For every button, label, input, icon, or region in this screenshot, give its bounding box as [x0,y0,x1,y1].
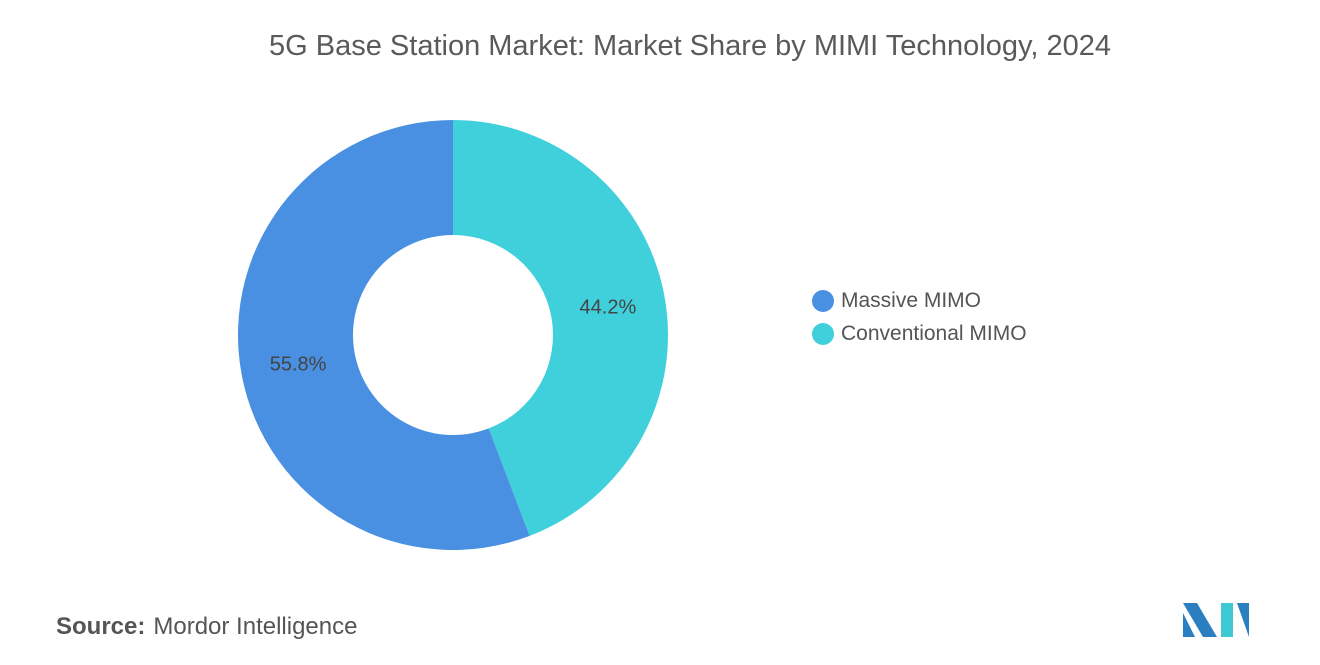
slice-conventional-mimo[interactable] [453,120,668,536]
chart-title: 5G Base Station Market: Market Share by … [269,30,1111,62]
legend-label: Conventional MIMO [841,321,1027,345]
data-label: 44.2% [580,296,637,318]
legend: Massive MIMO Conventional MIMO [812,284,1027,350]
source-label: Source: [56,613,146,640]
legend-label: Massive MIMO [841,288,982,312]
mordor-intelligence-logo [1183,603,1249,637]
data-label: 55.8% [270,354,327,376]
legend-swatch [812,322,834,345]
slice-massive-mimo[interactable] [238,120,530,550]
source-note: Source: Mordor Intelligence [56,613,357,641]
legend-swatch [812,289,834,312]
source-value: Mordor Intelligence [153,613,358,640]
legend-item-conventional-mimo[interactable]: Conventional MIMO [812,317,1027,350]
legend-item-massive-mimo[interactable]: Massive MIMO [812,284,1027,317]
